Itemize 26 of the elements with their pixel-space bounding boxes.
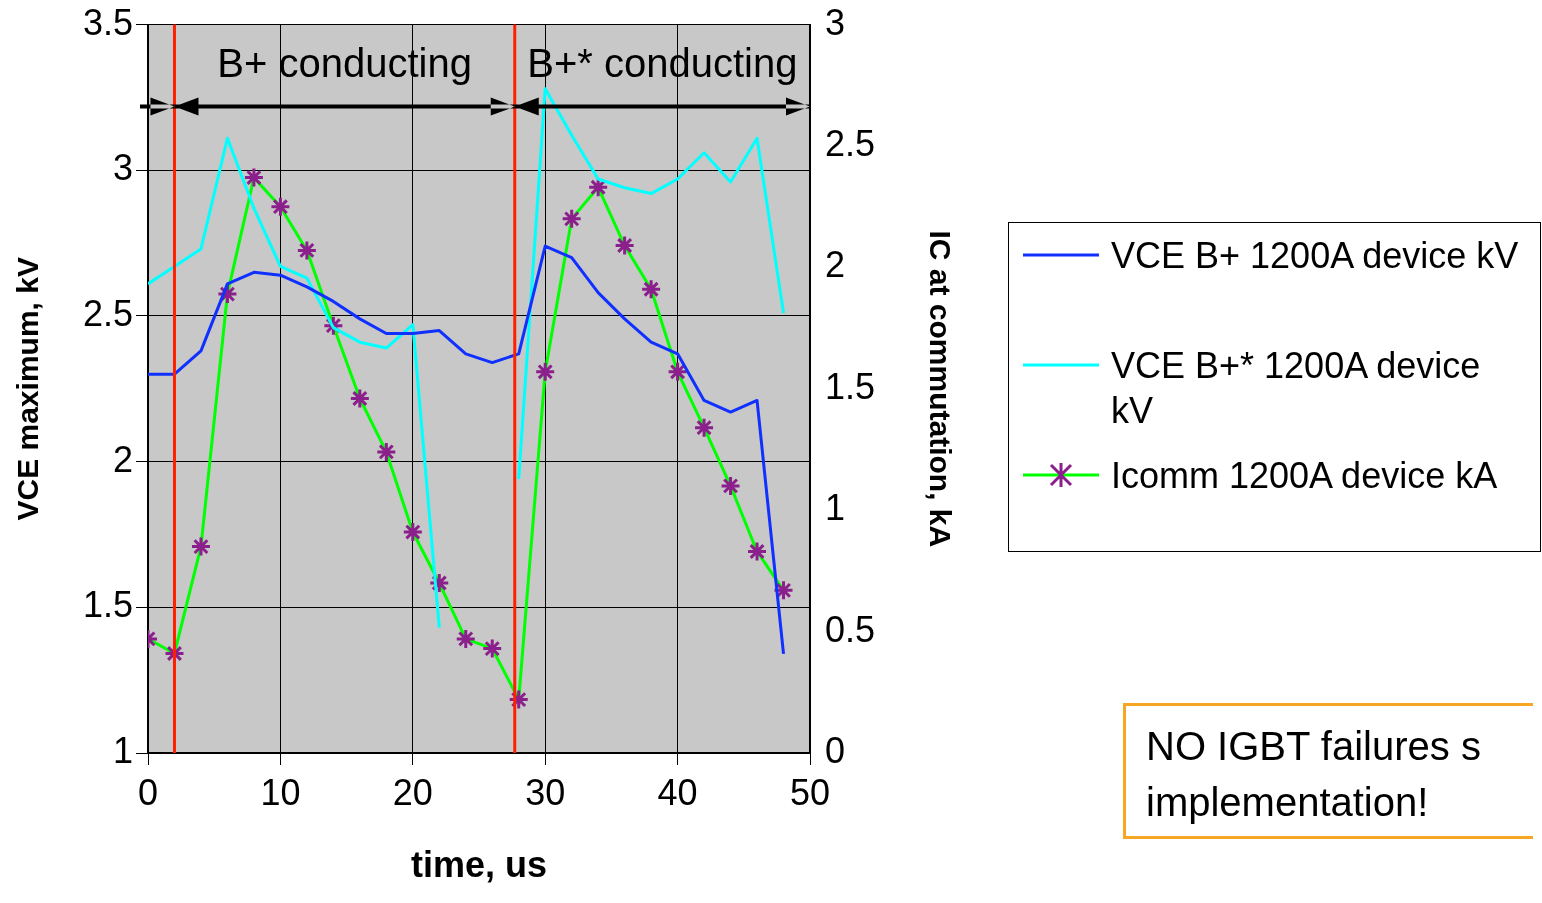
y-tick-label: 3 <box>112 147 133 189</box>
y2-tick-label: 0.5 <box>825 608 876 650</box>
x-axis-title: time, us <box>410 844 548 886</box>
x-tick-label: 50 <box>789 771 831 813</box>
legend-label: VCE B+ 1200A device kV <box>1111 234 1520 278</box>
y-tick-label: 2 <box>112 438 133 480</box>
y2-tick-label: 2.5 <box>825 122 876 164</box>
y2-tick-label: 1 <box>825 487 846 529</box>
x-tick-label: 0 <box>137 771 159 813</box>
y-tick-label: 1.5 <box>82 584 133 626</box>
y2-tick-label: 1.5 <box>825 365 876 407</box>
y-axis-title: VCE maximum, kV <box>11 257 45 521</box>
y2-axis-title: IC at commutation, kA <box>923 230 957 548</box>
y2-tick-label: 0 <box>825 729 846 771</box>
y2-tick-label: 2 <box>825 244 846 286</box>
y-tick-label: 3.5 <box>82 1 133 43</box>
legend-label: VCE B+* 1200A device kV <box>1111 344 1482 433</box>
text: NO IGBT failures s implementation! <box>1146 723 1482 826</box>
y-tick-label: 1 <box>112 729 133 771</box>
x-tick-label: 20 <box>392 771 433 813</box>
y-tick-label: 2.5 <box>82 292 133 334</box>
y2-tick-label: 3 <box>825 1 846 43</box>
x-tick-label: 10 <box>260 771 301 813</box>
legend-label: Icomm 1200A device kA <box>1111 454 1499 498</box>
x-tick-label: 30 <box>525 771 566 813</box>
x-tick-label: 40 <box>657 771 698 813</box>
